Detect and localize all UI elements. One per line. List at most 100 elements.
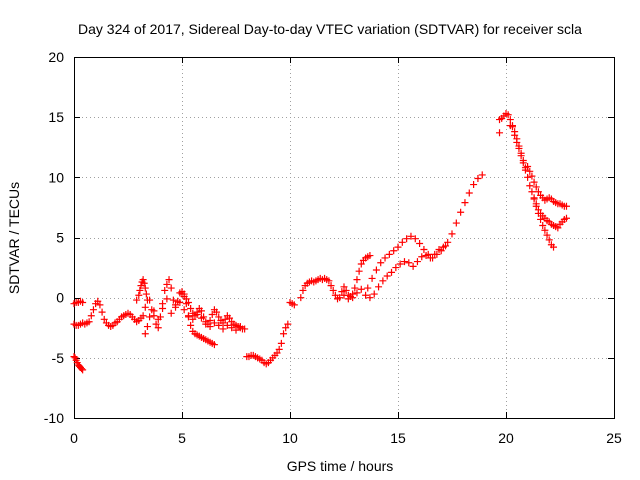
data-point	[152, 320, 160, 328]
data-point	[210, 319, 218, 327]
data-point	[241, 325, 249, 333]
data-point	[184, 312, 192, 320]
data-point	[146, 313, 154, 321]
data-point	[429, 254, 437, 262]
data-point	[478, 171, 486, 179]
data-point	[470, 181, 478, 189]
data-point	[372, 266, 380, 274]
data-point	[398, 238, 406, 246]
x-axis-label: GPS time / hours	[287, 458, 394, 474]
x-tick-label: 20	[498, 430, 514, 446]
data-point	[139, 276, 147, 284]
data-point	[370, 290, 378, 298]
data-point	[180, 306, 188, 314]
y-axis-label: SDTVAR / TECUs	[6, 182, 22, 294]
data-point	[392, 264, 400, 272]
data-point	[353, 289, 361, 297]
data-point	[424, 250, 432, 258]
series-seg-rise-c	[364, 232, 450, 292]
y-tick-label: -5	[52, 350, 65, 366]
x-tick-label: 10	[282, 430, 298, 446]
data-point	[418, 253, 426, 261]
data-point	[228, 324, 236, 332]
data-point	[545, 236, 553, 244]
series-seg-rise-b	[340, 171, 486, 303]
data-point	[79, 366, 87, 374]
data-point	[297, 294, 305, 302]
data-point	[379, 277, 387, 285]
data-point	[400, 258, 408, 266]
data-point	[141, 303, 149, 311]
data-point	[530, 178, 538, 186]
series-seg-mid-c	[178, 288, 218, 349]
data-point	[187, 321, 195, 329]
data-point	[290, 301, 298, 309]
data-point	[506, 116, 514, 124]
data-point	[519, 159, 527, 167]
data-point	[219, 325, 227, 333]
data-point	[236, 323, 244, 331]
data-point	[340, 283, 348, 291]
data-point	[163, 295, 171, 303]
data-point	[416, 240, 424, 248]
data-point	[136, 286, 144, 294]
data-point	[366, 252, 374, 260]
data-point	[550, 243, 558, 251]
data-point	[215, 321, 223, 329]
data-point	[215, 313, 223, 321]
data-point	[197, 307, 205, 315]
data-point	[521, 166, 529, 174]
data-point	[562, 214, 570, 222]
data-point	[98, 308, 106, 316]
data-point	[133, 296, 141, 304]
data-point	[366, 294, 374, 302]
data-point	[167, 309, 175, 317]
data-point	[140, 279, 148, 287]
data-point	[197, 314, 205, 322]
data-point	[193, 311, 201, 319]
data-point	[448, 230, 456, 238]
chart-title: Day 324 of 2017, Sidereal Day-to-day VTE…	[78, 21, 582, 37]
series-seg-late-c	[530, 194, 558, 251]
data-point	[353, 276, 361, 284]
data-point	[329, 286, 337, 294]
data-point	[364, 284, 372, 292]
data-point	[284, 320, 292, 328]
data-point	[87, 312, 95, 320]
data-point	[273, 349, 281, 357]
x-tick-label: 0	[70, 430, 78, 446]
data-point	[226, 314, 234, 322]
data-point	[154, 324, 162, 332]
data-point	[496, 129, 504, 137]
series-seg-outliers	[496, 122, 514, 137]
y-tick-label: 0	[56, 290, 64, 306]
data-point	[403, 235, 411, 243]
data-point	[146, 296, 154, 304]
data-point	[383, 272, 391, 280]
data-point	[79, 298, 87, 306]
data-point	[390, 247, 398, 255]
series-seg-early-a	[70, 297, 147, 331]
series-seg-rise-a	[297, 252, 374, 303]
data-point	[461, 199, 469, 207]
data-point	[368, 274, 376, 282]
y-tick-label: -10	[44, 410, 64, 426]
x-tick-label: 25	[606, 430, 622, 446]
data-point	[394, 243, 402, 251]
data-point	[355, 267, 363, 275]
series-seg-early-low	[70, 353, 87, 374]
data-point	[388, 268, 396, 276]
data-point	[554, 224, 562, 232]
data-point	[78, 365, 86, 373]
data-point	[407, 232, 415, 240]
data-point	[282, 324, 290, 332]
data-point	[340, 291, 348, 299]
data-point	[513, 138, 521, 146]
data-point	[539, 221, 547, 229]
data-point	[524, 173, 532, 181]
data-point	[409, 262, 417, 270]
x-tick-label: 5	[178, 430, 186, 446]
data-point	[344, 295, 352, 303]
data-point	[528, 188, 536, 196]
